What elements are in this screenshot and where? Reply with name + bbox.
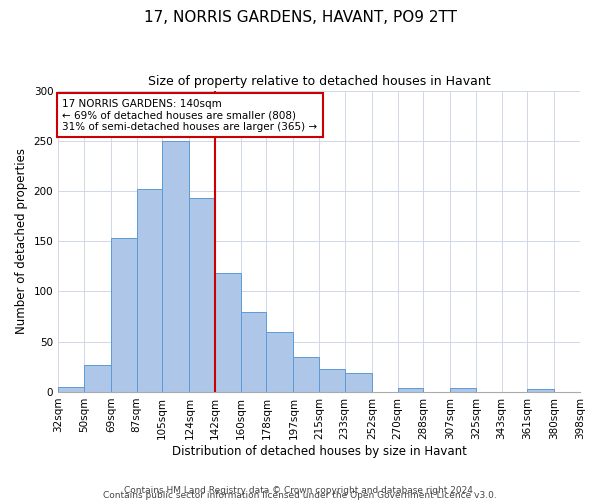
X-axis label: Distribution of detached houses by size in Havant: Distribution of detached houses by size … [172, 444, 467, 458]
Title: Size of property relative to detached houses in Havant: Size of property relative to detached ho… [148, 75, 490, 88]
Bar [137, 189, 162, 392]
Bar [527, 389, 554, 392]
Bar [215, 274, 241, 392]
Bar [241, 312, 266, 392]
Bar [84, 365, 111, 392]
Text: 17 NORRIS GARDENS: 140sqm
← 69% of detached houses are smaller (808)
31% of semi: 17 NORRIS GARDENS: 140sqm ← 69% of detac… [62, 98, 317, 132]
Bar [58, 387, 84, 392]
Bar [111, 238, 137, 392]
Bar [293, 357, 319, 392]
Bar [162, 141, 190, 392]
Text: 17, NORRIS GARDENS, HAVANT, PO9 2TT: 17, NORRIS GARDENS, HAVANT, PO9 2TT [143, 10, 457, 25]
Bar [450, 388, 476, 392]
Bar [345, 373, 372, 392]
Text: Contains HM Land Registry data © Crown copyright and database right 2024.: Contains HM Land Registry data © Crown c… [124, 486, 476, 495]
Bar [319, 369, 345, 392]
Y-axis label: Number of detached properties: Number of detached properties [15, 148, 28, 334]
Bar [190, 198, 215, 392]
Text: Contains public sector information licensed under the Open Government Licence v3: Contains public sector information licen… [103, 491, 497, 500]
Bar [266, 332, 293, 392]
Bar [398, 388, 423, 392]
